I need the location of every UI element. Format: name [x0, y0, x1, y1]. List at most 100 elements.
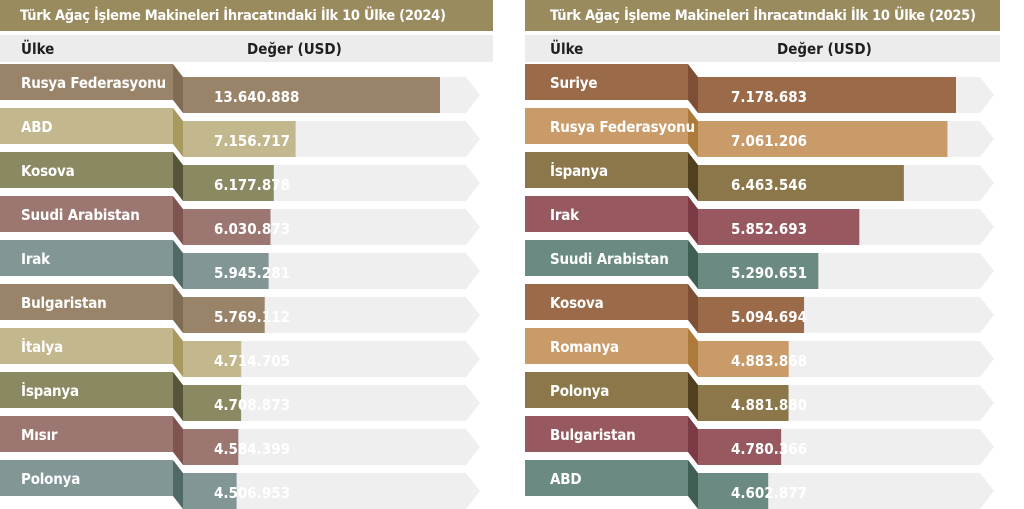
- chart-panel-2024: Türk Ağaç İşleme Makineleri İhracatındak…: [0, 0, 495, 509]
- value-bar: [698, 77, 956, 113]
- value-label: 7.178.683: [731, 88, 807, 106]
- ribbon-fold: [688, 416, 698, 465]
- bar-row: Kosova 5.094.694: [525, 284, 994, 333]
- value-label: 4.602.877: [731, 484, 807, 502]
- country-label-block: [525, 372, 688, 408]
- chart-panel-2025: Türk Ağaç İşleme Makineleri İhracatındak…: [525, 0, 1024, 509]
- bar-rows-2025: Suriye 7.178.683 Rusya Federasyonu 7.061.20…: [525, 64, 994, 509]
- ribbon-fold: [173, 372, 183, 421]
- country-label-block: [0, 328, 173, 364]
- bar-rows-2024: Rusya Federasyonu 13.640.888 ABD 7.156.717 K…: [0, 64, 480, 509]
- value-label: 4.506.953: [214, 484, 290, 502]
- bar-row: Bulgaristan 5.769.112: [0, 284, 480, 333]
- country-label: Suudi Arabistan: [550, 250, 669, 268]
- bar-track: [183, 341, 480, 377]
- country-label-block: [525, 108, 688, 144]
- value-bar: [698, 121, 948, 157]
- bar-row: Mısır 4.584.399: [0, 416, 480, 465]
- ribbon-fold: [173, 196, 183, 245]
- country-label: ABD: [21, 118, 52, 136]
- column-header-value: Değer (USD): [777, 40, 872, 58]
- bar-row: Polonya 4.881.880: [525, 372, 994, 421]
- column-header-country: Ülke: [21, 40, 55, 58]
- column-header-row-2024: Ülke Değer (USD): [0, 35, 493, 62]
- country-label-block: [525, 152, 688, 188]
- country-label: Irak: [21, 250, 51, 268]
- column-header-value: Değer (USD): [247, 40, 342, 58]
- value-bar: [183, 209, 271, 245]
- country-label: Bulgaristan: [550, 426, 636, 444]
- value-bar: [183, 121, 296, 157]
- bar-row: ABD 4.602.877: [525, 460, 994, 509]
- country-label-block: [525, 64, 688, 100]
- ribbon-fold: [688, 240, 698, 289]
- ribbon-fold: [173, 240, 183, 289]
- ribbon-fold: [688, 460, 698, 509]
- bar-row: İspanya 4.708.873: [0, 372, 480, 421]
- ribbon-fold: [688, 284, 698, 333]
- bar-row: Irak 5.852.693: [525, 196, 994, 245]
- bar-track: [183, 429, 480, 465]
- country-label: ABD: [550, 470, 581, 488]
- value-bar: [698, 473, 769, 509]
- value-bar: [183, 297, 265, 333]
- value-label: 5.290.651: [731, 264, 807, 282]
- chart-title-2025: Türk Ağaç İşleme Makineleri İhracatındak…: [525, 0, 1000, 31]
- ribbon-fold: [688, 64, 698, 113]
- country-label: Rusya Federasyonu: [550, 118, 695, 136]
- value-label: 7.156.717: [214, 132, 290, 150]
- country-label: Mısır: [21, 426, 58, 444]
- ribbon-fold: [688, 152, 698, 201]
- ribbon-fold: [688, 108, 698, 157]
- country-label: Irak: [550, 206, 580, 224]
- column-header-row-2025: Ülke Değer (USD): [525, 35, 1000, 62]
- ribbon-fold: [688, 328, 698, 377]
- value-bar: [698, 253, 819, 289]
- value-bar: [183, 165, 274, 201]
- value-bar: [183, 385, 242, 421]
- country-label-block: [0, 284, 173, 320]
- value-label: 4.708.873: [214, 396, 290, 414]
- country-label-block: [0, 108, 173, 144]
- country-label: İspanya: [21, 381, 79, 400]
- value-label: 5.769.112: [214, 308, 290, 326]
- country-label-block: [0, 372, 173, 408]
- bar-row: Suudi Arabistan 5.290.651: [525, 240, 994, 289]
- ribbon-fold: [688, 196, 698, 245]
- country-label: Rusya Federasyonu: [21, 74, 166, 92]
- country-label: Bulgaristan: [21, 294, 107, 312]
- value-label: 5.945.281: [214, 264, 290, 282]
- country-label: Kosova: [550, 294, 604, 312]
- value-label: 13.640.888: [214, 88, 299, 106]
- country-label-block: [0, 64, 173, 100]
- value-bar: [183, 253, 269, 289]
- ribbon-fold: [173, 108, 183, 157]
- bar-row: Suriye 7.178.683: [525, 64, 994, 113]
- country-label: İtalya: [21, 337, 63, 356]
- chart-title-2024: Türk Ağaç İşleme Makineleri İhracatındak…: [0, 0, 493, 31]
- bar-row: İtalya 4.714.705: [0, 328, 480, 377]
- ribbon-fold: [173, 416, 183, 465]
- bar-row: İspanya 6.463.546: [525, 152, 994, 201]
- country-label: Romanya: [550, 338, 619, 356]
- country-label: Polonya: [550, 382, 609, 400]
- value-bar: [183, 473, 237, 509]
- country-label-block: [525, 196, 688, 232]
- value-label: 5.094.694: [731, 308, 807, 326]
- column-header-country: Ülke: [550, 40, 584, 58]
- value-bar: [183, 77, 440, 113]
- value-label: 6.177.878: [214, 176, 290, 194]
- country-label-block: [525, 284, 688, 320]
- bar-row: Rusya Federasyonu 13.640.888: [0, 64, 480, 113]
- country-label-block: [0, 196, 173, 232]
- country-label-block: [525, 240, 688, 276]
- bar-track: [698, 473, 994, 509]
- value-label: 4.883.868: [731, 352, 807, 370]
- ribbon-fold: [173, 152, 183, 201]
- country-label: Kosova: [21, 162, 75, 180]
- bar-row: Romanya 4.883.868: [525, 328, 994, 377]
- country-label-block: [525, 328, 688, 364]
- country-label: İspanya: [550, 161, 608, 180]
- value-label: 6.030.873: [214, 220, 290, 238]
- country-label-block: [0, 460, 173, 496]
